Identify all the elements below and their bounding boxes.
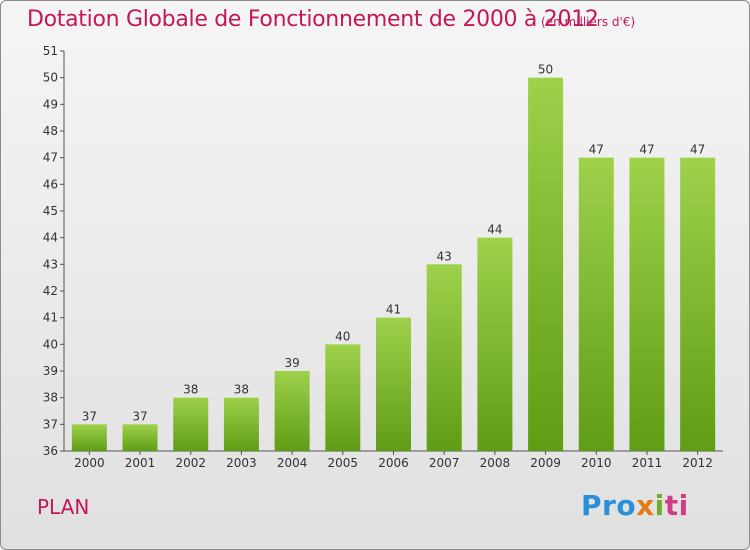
chart-title: Dotation Globale de Fonctionnement de 20…	[27, 7, 599, 32]
y-tick-label: 50	[43, 71, 58, 85]
y-tick-label: 39	[43, 364, 58, 378]
bar-value-label: 38	[183, 383, 198, 397]
y-tick-label: 37	[43, 417, 58, 431]
logo-part-2: x	[636, 489, 655, 522]
bar-value-label: 39	[284, 356, 299, 370]
x-tick-label: 2006	[378, 456, 409, 470]
logo-part-1: Pro	[581, 489, 637, 522]
y-tick-label: 40	[43, 337, 58, 351]
bar-value-label: 40	[335, 329, 350, 343]
x-tick-label: 2010	[581, 456, 612, 470]
bar-value-label: 47	[639, 143, 654, 157]
bar-value-label: 47	[589, 143, 604, 157]
bar-value-label: 38	[234, 383, 249, 397]
bar-value-label: 37	[82, 409, 97, 423]
x-tick-label: 2012	[682, 456, 713, 470]
bar	[477, 237, 513, 451]
bar	[578, 157, 614, 451]
bar	[223, 397, 259, 451]
y-tick-label: 46	[43, 177, 58, 191]
commune-name: PLAN	[37, 495, 90, 519]
bar	[426, 264, 462, 451]
x-tick-label: 2011	[632, 456, 663, 470]
bar	[528, 77, 564, 452]
bar-layer: 37 37 38 38 39 40 41 43 44 50 47 47 47	[71, 63, 716, 452]
bar	[680, 157, 716, 451]
bar	[325, 344, 361, 451]
x-tick-label: 2001	[125, 456, 156, 470]
y-tick-label: 43	[43, 257, 58, 271]
bar	[376, 317, 411, 451]
bar	[274, 371, 310, 451]
bar-value-label: 47	[690, 143, 705, 157]
bar	[122, 424, 158, 451]
y-tick-label: 49	[43, 97, 58, 111]
bar-value-label: 41	[386, 303, 401, 317]
bar-value-label: 37	[132, 409, 147, 423]
y-tick-label: 51	[43, 44, 58, 58]
bar-value-label: 50	[538, 63, 553, 77]
x-tick-label: 2009	[530, 456, 561, 470]
bar	[629, 157, 665, 451]
chart-subtitle: (en milliers d'€)	[541, 15, 636, 29]
y-tick-label: 42	[43, 284, 58, 298]
y-tick-label: 48	[43, 124, 58, 138]
x-tick-label: 2004	[277, 456, 308, 470]
x-tick-label: 2007	[429, 456, 460, 470]
bar	[71, 424, 107, 451]
y-tick-label: 44	[43, 231, 58, 245]
bar	[173, 397, 209, 451]
y-tick-label: 41	[43, 311, 58, 325]
bar-value-label: 43	[437, 249, 452, 263]
axis-layer: 36 37 38 39 40 41 42 43 44 45 46 47 48 49 50 51 2000 2001…	[43, 44, 723, 470]
x-tick-label: 2008	[480, 456, 511, 470]
y-tick-label: 38	[43, 391, 58, 405]
x-tick-label: 2000	[74, 456, 105, 470]
logo-part-4: ti	[664, 489, 689, 522]
logo-part-3: i	[654, 489, 665, 522]
bar-value-label: 44	[487, 223, 502, 237]
x-tick-label: 2002	[175, 456, 206, 470]
x-tick-label: 2003	[226, 456, 257, 470]
x-tick-label: 2005	[328, 456, 359, 470]
y-tick-label: 36	[43, 444, 58, 458]
y-tick-label: 47	[43, 151, 58, 165]
y-tick-label: 45	[43, 204, 58, 218]
proxiti-logo: Proxiti	[581, 489, 689, 522]
